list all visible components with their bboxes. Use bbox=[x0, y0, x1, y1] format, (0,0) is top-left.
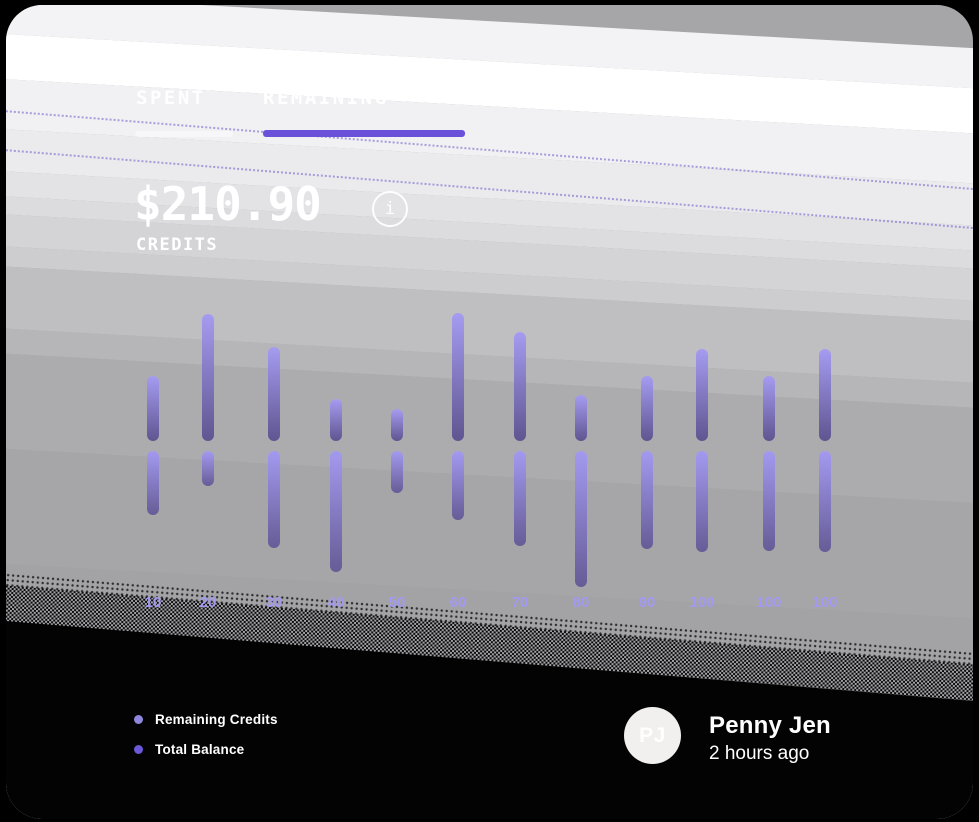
bar-total-100[interactable] bbox=[696, 451, 708, 552]
info-icon[interactable]: i bbox=[372, 191, 408, 227]
bar-remaining-20[interactable] bbox=[202, 314, 214, 441]
bar-remaining-50[interactable] bbox=[391, 409, 403, 441]
legend-item: Total Balance bbox=[134, 741, 278, 757]
legend-item: Remaining Credits bbox=[134, 711, 278, 727]
bar-remaining-100[interactable] bbox=[819, 349, 831, 441]
bar-total-50[interactable] bbox=[391, 451, 403, 493]
tab-spent-underline bbox=[135, 131, 233, 137]
bar-remaining-30[interactable] bbox=[268, 347, 280, 441]
bar-remaining-70[interactable] bbox=[514, 332, 526, 441]
legend-dot-icon bbox=[134, 714, 143, 724]
bar-total-60[interactable] bbox=[452, 451, 464, 520]
x-axis-tick-label: 70 bbox=[511, 594, 529, 611]
tab-spent[interactable]: SPENT bbox=[136, 87, 206, 109]
legend-label: Total Balance bbox=[155, 741, 245, 757]
credits-card: 10 20 30 40 50 60 70 80 90 100 100 100 SPENT REMAIN… bbox=[6, 5, 973, 819]
x-axis-labels: 10 20 30 40 50 60 70 80 90 100 100 100 bbox=[6, 5, 973, 819]
bar-total-70[interactable] bbox=[514, 451, 526, 546]
x-axis-tick-label: 60 bbox=[449, 594, 467, 611]
bar-total-90[interactable] bbox=[641, 451, 653, 549]
tab-remaining[interactable]: REMAINING bbox=[263, 87, 389, 109]
bar-remaining-40[interactable] bbox=[330, 399, 342, 441]
avatar[interactable]: PJ bbox=[624, 707, 681, 764]
x-axis-tick-label: 80 bbox=[572, 594, 590, 611]
x-axis-tick-label: 100 bbox=[689, 594, 715, 611]
x-axis-tick-label: 20 bbox=[199, 594, 217, 611]
legend-dot-icon bbox=[134, 744, 143, 754]
bar-remaining-100[interactable] bbox=[763, 376, 775, 441]
x-axis-tick-label: 30 bbox=[265, 594, 283, 611]
bar-remaining-10[interactable] bbox=[147, 376, 159, 441]
bar-total-40[interactable] bbox=[330, 451, 342, 572]
x-axis-tick-label: 50 bbox=[388, 594, 406, 611]
x-axis-tick-label: 40 bbox=[327, 594, 345, 611]
bar-remaining-90[interactable] bbox=[641, 376, 653, 441]
bar-total-20[interactable] bbox=[202, 451, 214, 486]
balance-amount: $210.90 bbox=[134, 177, 322, 231]
balance-caption: CREDITS bbox=[136, 235, 219, 255]
bar-total-100[interactable] bbox=[763, 451, 775, 551]
bar-total-30[interactable] bbox=[268, 451, 280, 548]
bar-remaining-60[interactable] bbox=[452, 313, 464, 441]
bar-total-10[interactable] bbox=[147, 451, 159, 515]
bar-total-100[interactable] bbox=[819, 451, 831, 552]
x-axis-tick-label: 100 bbox=[812, 594, 838, 611]
x-axis-tick-label: 100 bbox=[756, 594, 782, 611]
bar-total-80[interactable] bbox=[575, 451, 587, 587]
credits-chart bbox=[6, 5, 973, 819]
x-axis-tick-label: 10 bbox=[144, 594, 162, 611]
user-timestamp: 2 hours ago bbox=[709, 743, 810, 764]
legend-label: Remaining Credits bbox=[155, 711, 278, 727]
tab-remaining-underline-active bbox=[263, 130, 465, 137]
bar-remaining-80[interactable] bbox=[575, 395, 587, 441]
user-name: Penny Jen bbox=[709, 712, 831, 739]
x-axis-tick-label: 90 bbox=[638, 594, 656, 611]
bar-remaining-100[interactable] bbox=[696, 349, 708, 441]
chart-legend: Remaining Credits Total Balance bbox=[134, 711, 278, 771]
